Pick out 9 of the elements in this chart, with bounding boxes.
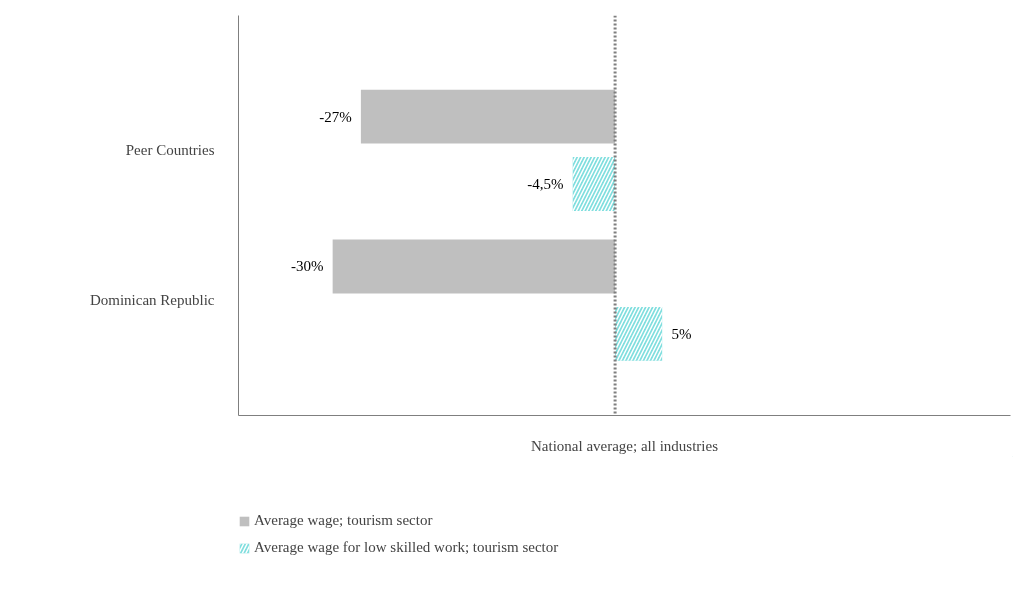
- data-label: -30%: [290, 258, 324, 275]
- data-label: 5%: [671, 325, 692, 342]
- legend-label: Average wage; tourism sector: [254, 512, 433, 529]
- x-axis-title: National average; all industries: [530, 437, 719, 454]
- data-label: -4,5%: [527, 176, 564, 193]
- y-tick-label: Peer Countries: [125, 142, 215, 159]
- data-label: -27%: [319, 108, 352, 125]
- y-tick-label: Dominican Republic: [89, 292, 215, 309]
- legend-label: Average wage for low skilled work; tourism sector: [254, 539, 559, 556]
